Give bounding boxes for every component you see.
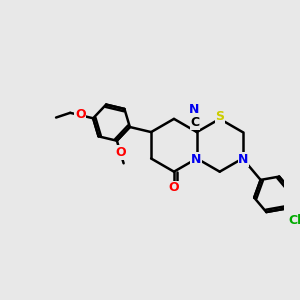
Text: S: S xyxy=(215,110,224,124)
Text: O: O xyxy=(75,108,86,121)
Text: N: N xyxy=(238,153,249,166)
Text: N: N xyxy=(189,103,199,116)
Text: O: O xyxy=(115,146,126,159)
Text: N: N xyxy=(191,153,201,166)
Text: C: C xyxy=(190,116,200,129)
Text: O: O xyxy=(169,181,179,194)
Text: Cl: Cl xyxy=(288,214,300,227)
